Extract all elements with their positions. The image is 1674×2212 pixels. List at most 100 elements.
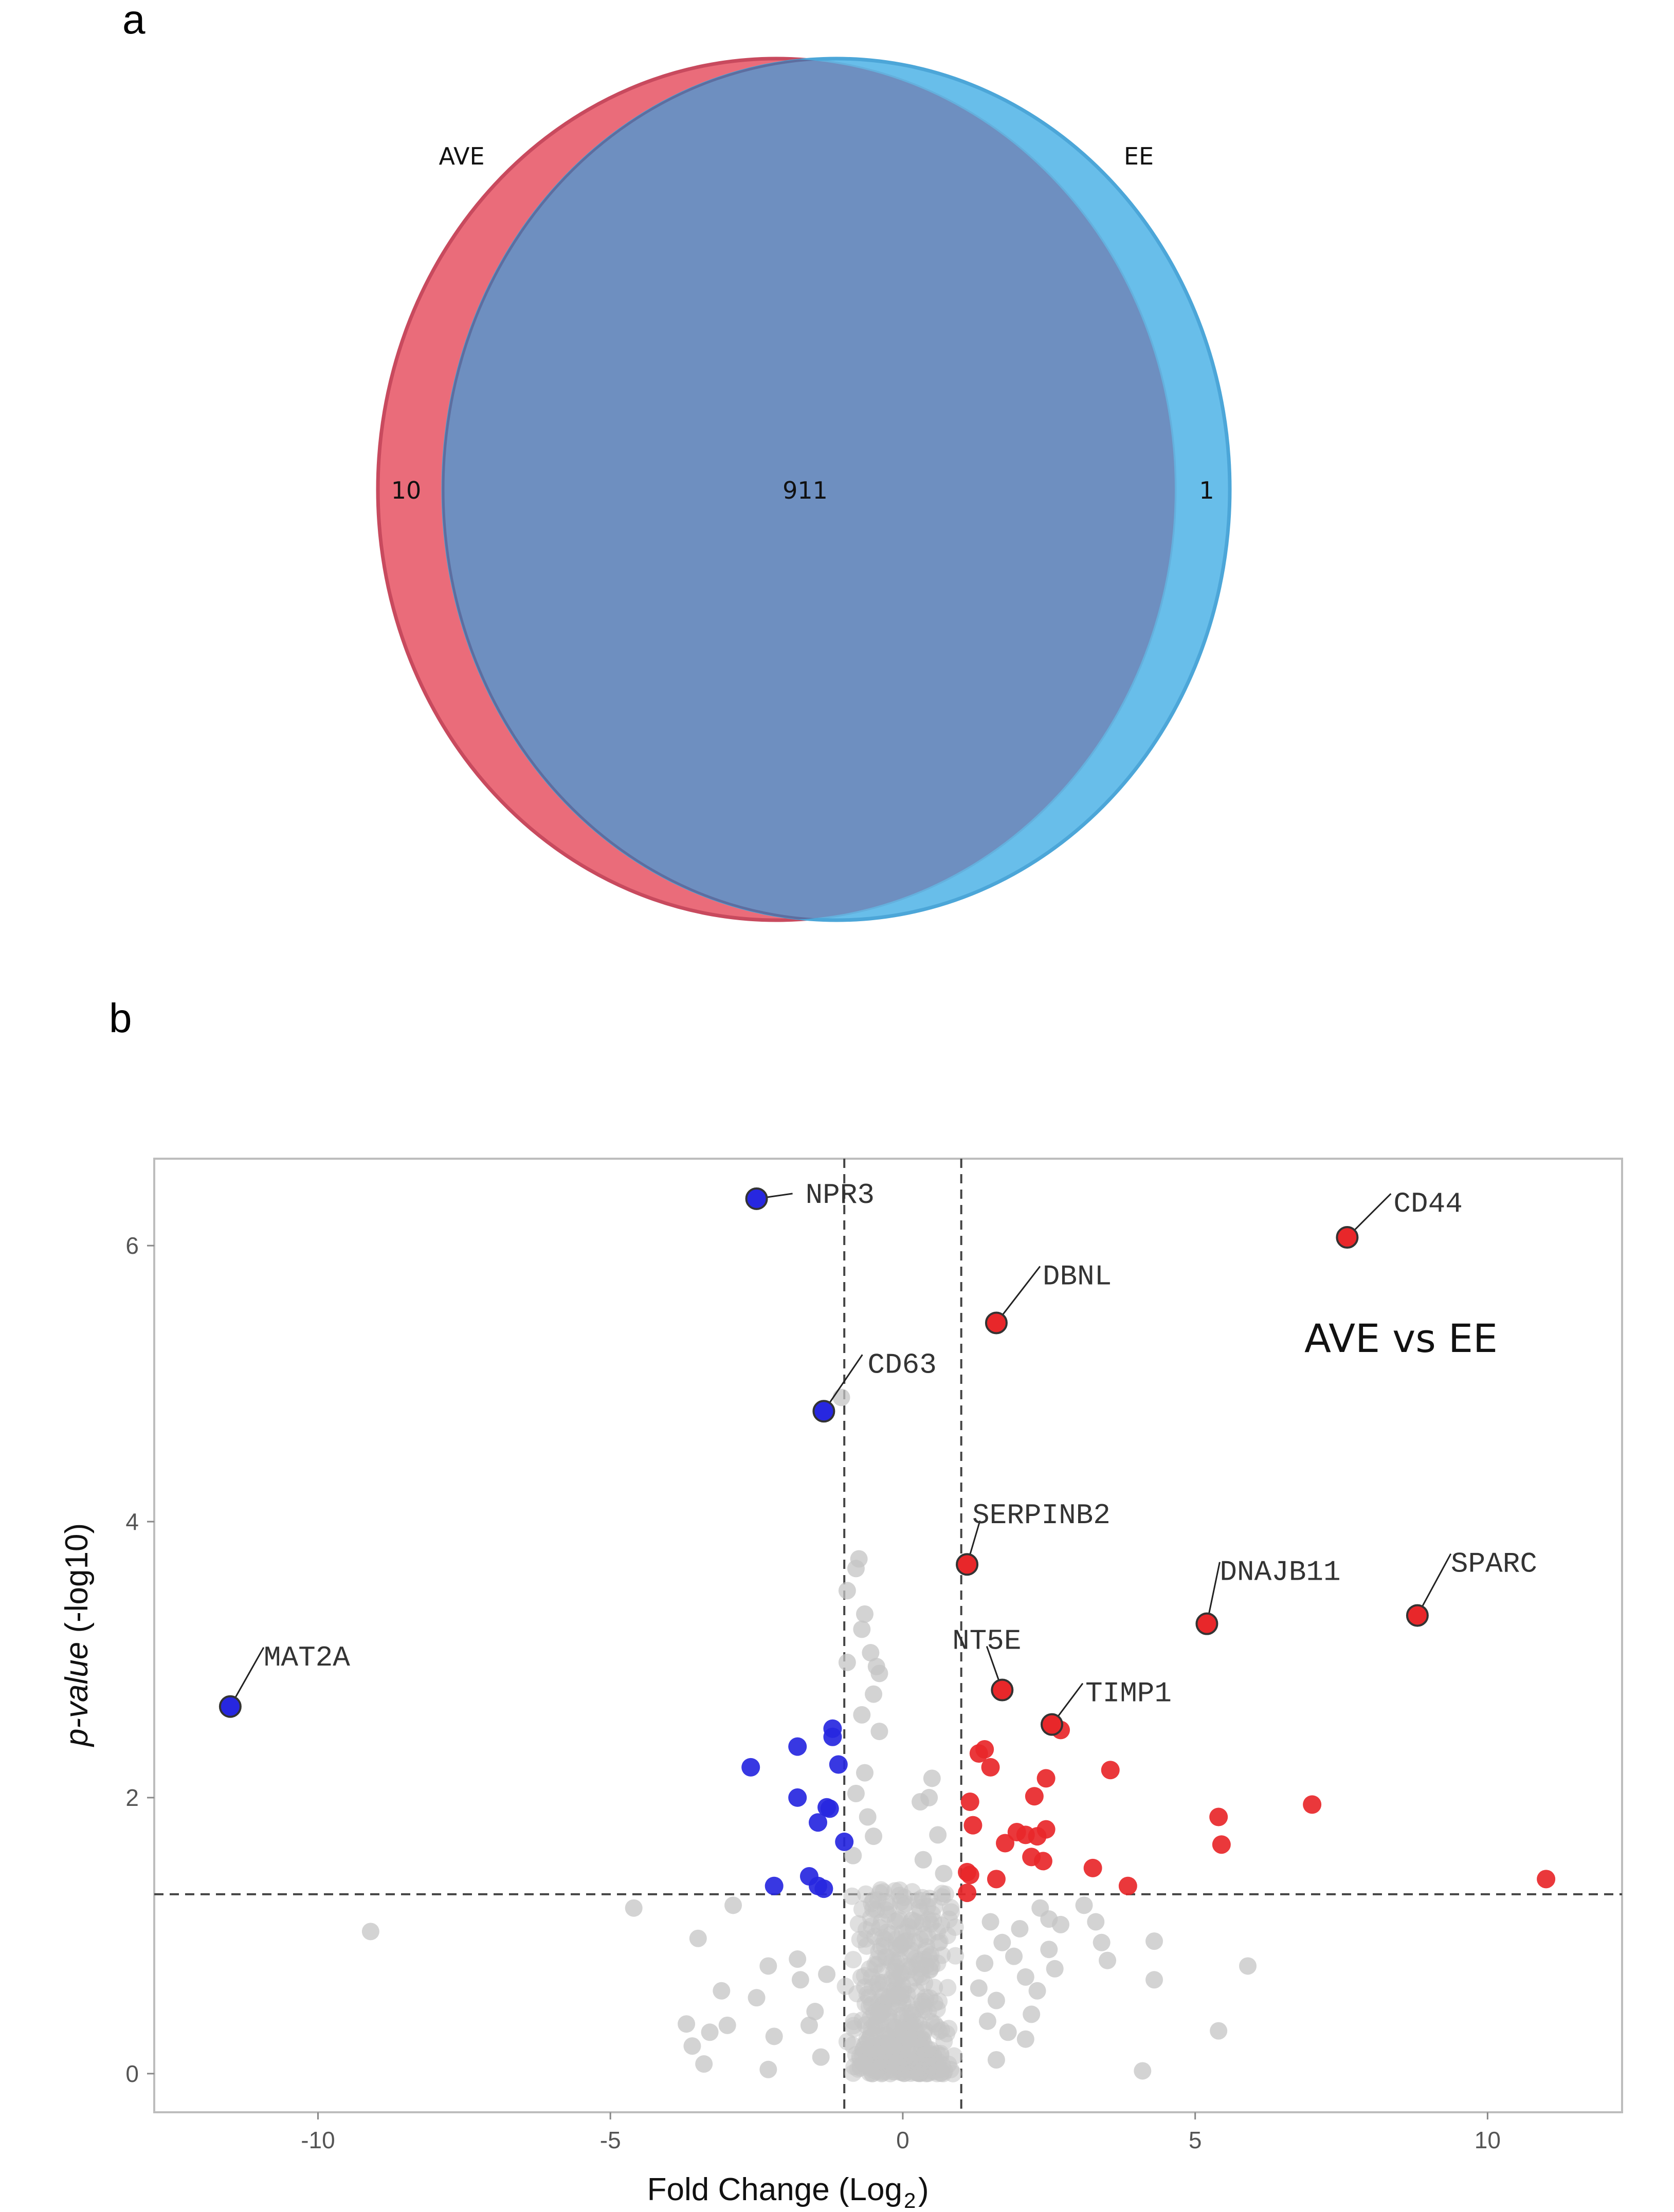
panel-letter-b: b <box>109 995 132 1041</box>
nonsignificant-point <box>832 1388 850 1406</box>
nonsignificant-point <box>987 2051 1005 2069</box>
venn-count-intersection: 911 <box>783 477 828 504</box>
nonsignificant-point <box>860 1998 878 2016</box>
venn-label-ee: EE <box>1124 142 1154 170</box>
nonsignificant-point <box>847 1560 865 1578</box>
nonsignificant-point <box>765 2027 783 2045</box>
nonsignificant-point <box>903 1883 921 1901</box>
upregulated-point <box>958 1884 977 1903</box>
upregulated-point <box>1303 1795 1322 1814</box>
nonsignificant-point <box>1210 2022 1228 2040</box>
nonsignificant-point <box>1093 1933 1111 1951</box>
gene-label-timp1: TIMP1 <box>1085 1677 1172 1710</box>
label-leader-line <box>1416 1553 1452 1616</box>
x-tick-label: 10 <box>1475 2127 1501 2153</box>
nonsignificant-point <box>912 1793 930 1811</box>
nonsignificant-point <box>933 2021 951 2039</box>
labeled-point-cd44 <box>1336 1226 1359 1249</box>
downregulated-point <box>788 1737 807 1756</box>
nonsignificant-point <box>838 1582 856 1600</box>
nonsignificant-point <box>695 2055 713 2073</box>
nonsignificant-point <box>908 2064 926 2082</box>
nonsignificant-point <box>678 2015 696 2033</box>
nonsignificant-point <box>894 2045 912 2063</box>
nonsignificant-point <box>921 1989 939 2007</box>
nonsignificant-point <box>838 1653 856 1671</box>
upregulated-point <box>960 1792 979 1811</box>
nonsignificant-point <box>683 2037 701 2055</box>
nonsignificant-point <box>800 2016 818 2034</box>
nonsignificant-point <box>844 1951 862 1969</box>
y-tick-label: 0 <box>125 2060 139 2087</box>
nonsignificant-point <box>931 2061 949 2079</box>
y-axis-title-italic: p-value <box>59 1642 95 1747</box>
nonsignificant-point <box>1016 1968 1034 1986</box>
nonsignificant-point <box>886 1882 904 1900</box>
nonsignificant-point <box>911 1965 929 1983</box>
labeled-point-cd63 <box>812 1400 835 1423</box>
nonsignificant-point <box>880 2003 898 2021</box>
nonsignificant-point <box>978 2012 996 2030</box>
y-axis-title: p-value (-log10) <box>59 1523 95 1747</box>
upregulated-point <box>995 1834 1014 1853</box>
upregulated-point <box>987 1870 1006 1889</box>
nonsignificant-point <box>872 1937 890 1955</box>
nonsignificant-point <box>939 1979 957 1997</box>
nonsignificant-point <box>1075 1896 1093 1914</box>
nonsignificant-point <box>1099 1951 1117 1969</box>
nonsignificant-point <box>893 1987 911 2005</box>
panel-letter-a: a <box>122 0 145 42</box>
nonsignificant-point <box>865 1827 883 1845</box>
nonsignificant-point <box>981 1913 999 1931</box>
gene-label-dbnl: DBNL <box>1043 1260 1112 1293</box>
nonsignificant-point <box>879 1905 897 1923</box>
upregulated-point <box>1025 1787 1044 1806</box>
nonsignificant-point <box>1046 1960 1064 1978</box>
chart-title: AVE vs EE <box>1304 1315 1498 1361</box>
nonsignificant-point <box>759 1957 777 1975</box>
nonsignificant-point <box>1023 2005 1041 2023</box>
nonsignificant-point <box>1011 1919 1029 1937</box>
nonsignificant-point <box>843 1887 861 1905</box>
x-tick-label: -10 <box>301 2127 335 2153</box>
nonsignificant-point <box>910 1952 928 1970</box>
y-tick-label: 6 <box>125 1232 139 1259</box>
nonsignificant-point <box>701 2023 719 2041</box>
nonsignificant-point <box>859 1808 877 1826</box>
gene-label-serpinb2: SERPINB2 <box>972 1499 1111 1532</box>
nonsignificant-point <box>863 1968 881 1986</box>
nonsignificant-point <box>889 1969 907 1987</box>
nonsignificant-point <box>818 1965 836 1983</box>
gene-label-nt5e: NT5E <box>952 1625 1021 1658</box>
nonsignificant-point <box>861 2029 879 2047</box>
upregulated-point <box>1118 1876 1137 1895</box>
nonsignificant-point <box>862 1644 880 1662</box>
downregulated-point <box>823 1727 842 1746</box>
labeled-points: NPR3 CD44 DBNL CD63 SERPINB2 DNAJB11 SPARC MAT2… <box>219 1179 1537 1736</box>
gene-label-mat2a: MAT2A <box>264 1641 350 1674</box>
labeled-point-timp1 <box>1040 1713 1063 1736</box>
venn-intersection <box>442 59 1175 920</box>
gene-label-cd44: CD44 <box>1393 1187 1462 1220</box>
labeled-point-dbnl <box>985 1311 1008 1334</box>
nonsignificant-point <box>1052 1915 1070 1933</box>
nonsignificant-point <box>689 1929 707 1947</box>
nonsignificant-point <box>791 1971 809 1989</box>
nonsignificant-point <box>931 1933 949 1951</box>
nonsignificant-point <box>864 2064 882 2082</box>
x-tick-label: -5 <box>600 2127 621 2153</box>
labeled-point-nt5e <box>991 1678 1014 1702</box>
nonsignificant-point <box>929 1826 947 1844</box>
nonsignificant-point <box>1145 1932 1163 1950</box>
nonsignificant-point <box>870 1723 888 1741</box>
x-tick-label: 5 <box>1189 2127 1202 2153</box>
nonsignificant-point <box>856 1605 874 1623</box>
downregulated-point <box>814 1879 833 1898</box>
upregulated-point <box>1033 1852 1052 1871</box>
nonsignificant-point <box>865 1685 883 1703</box>
nonsignificant-point <box>896 1933 914 1951</box>
label-leader-line <box>823 1354 863 1412</box>
y-axis-ticks: 0 2 4 6 <box>125 1232 154 2087</box>
gene-label-sparc: SPARC <box>1451 1548 1537 1581</box>
nonsignificant-point <box>947 1947 965 1965</box>
